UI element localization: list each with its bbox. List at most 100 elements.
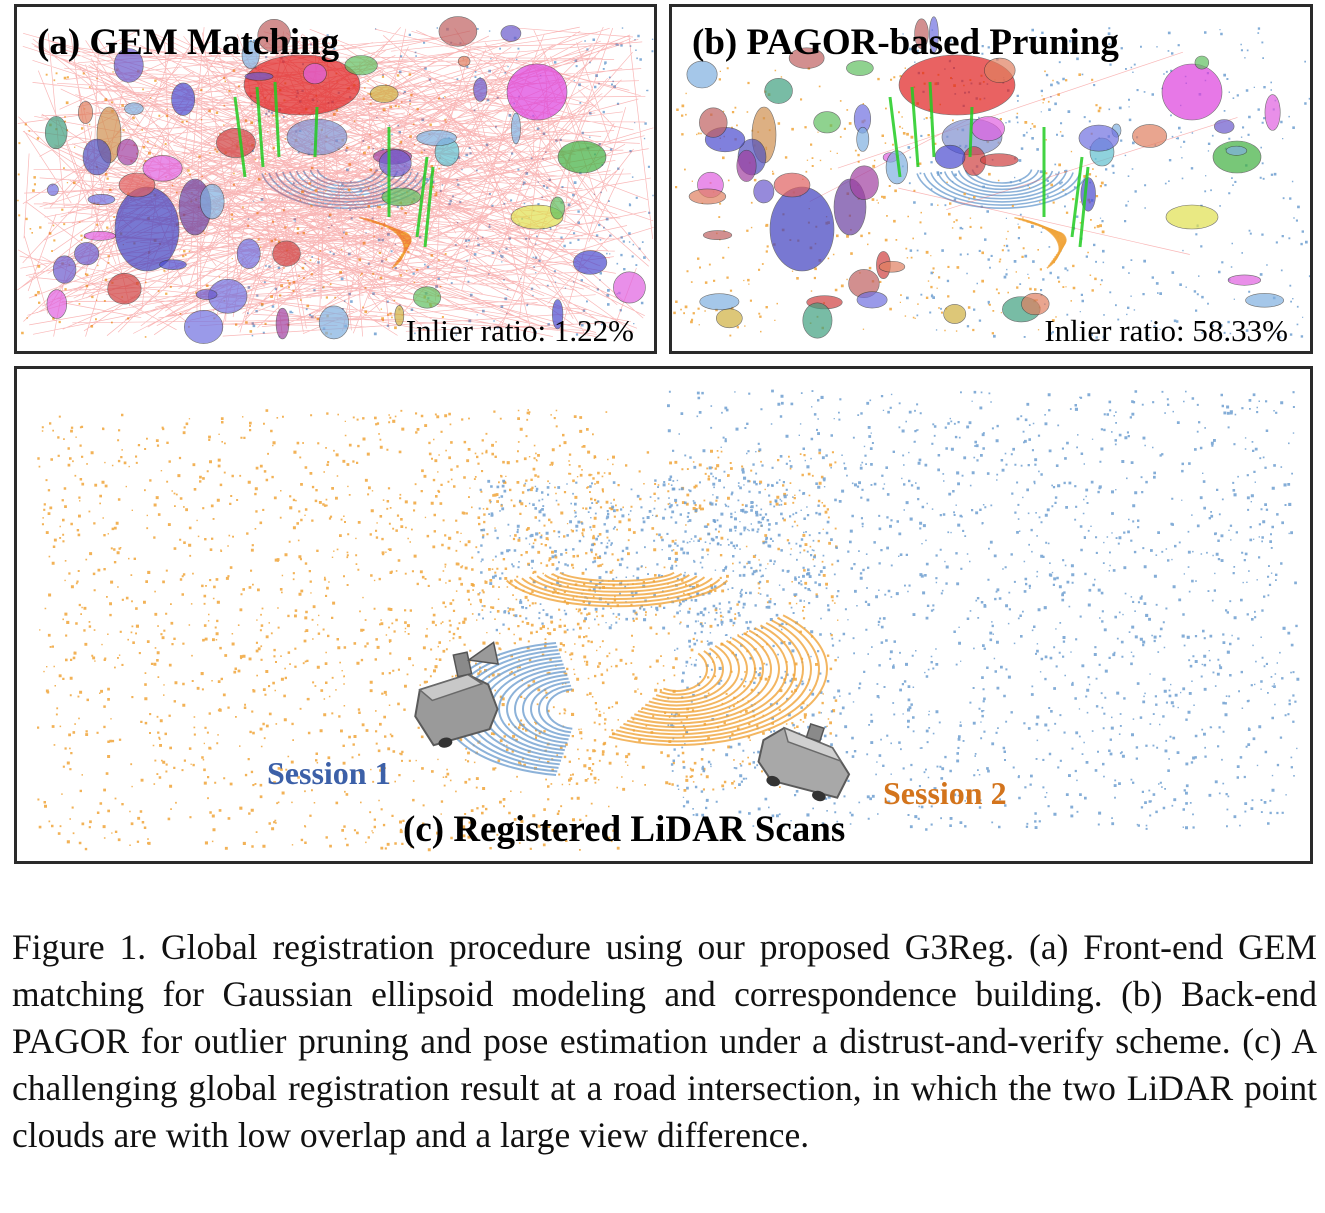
session-2-scan-rings [505, 571, 828, 746]
gaussian-ellipsoids [686, 16, 1285, 339]
gaussian-ellipsoid [557, 140, 607, 174]
panel-gem-matching: (a) GEM Matching Inlier ratio: 1.22% [14, 4, 657, 354]
gaussian-ellipsoid [1214, 119, 1235, 134]
gaussian-ellipsoid [699, 293, 740, 311]
gaussian-ellipsoid [82, 138, 112, 176]
session-1-label: Session 1 [267, 755, 391, 791]
gaussian-ellipsoid [802, 302, 833, 339]
scan-ring [275, 172, 419, 203]
gaussian-ellipsoid [83, 231, 116, 241]
session-1-point-cloud [477, 389, 1300, 831]
registered-lidar-visualization [37, 389, 1300, 852]
scan-ring [506, 670, 567, 748]
gaussian-ellipsoid [1078, 124, 1119, 152]
scan-ring [514, 674, 568, 744]
scan-ring [930, 172, 1074, 203]
scan-ring [964, 169, 1040, 187]
inlier-line [910, 86, 920, 168]
gaussian-ellipsoid [846, 60, 874, 76]
inlier-line [1078, 166, 1090, 248]
gaussian-ellipsoid [303, 63, 327, 85]
gaussian-ellipsoid [171, 82, 196, 116]
gaussian-ellipsoid [344, 55, 378, 76]
gaussian-ellipsoid [736, 149, 757, 182]
gaussian-ellipsoid [856, 291, 888, 309]
gaussian-ellipsoid [216, 127, 256, 158]
gaussian-ellipsoid [773, 172, 811, 198]
scan-ring [648, 642, 740, 707]
inlier-line [255, 86, 265, 168]
scan-ring [544, 574, 690, 590]
gaussian-ellipsoid [378, 149, 412, 177]
gaussian-ellipsoid [257, 19, 291, 53]
gaussian-ellipsoid [511, 112, 521, 145]
scan-ring [536, 575, 698, 593]
gaussian-ellipsoid [934, 144, 966, 169]
session-2-label: Session 2 [883, 775, 1007, 811]
inlier-line [313, 106, 319, 158]
inlier-correspondence-lines [233, 81, 435, 248]
gaussian-ellipsoid [413, 286, 442, 309]
gaussian-ellipsoid [1165, 204, 1219, 230]
scan-ring [634, 632, 772, 721]
scan-ring [546, 688, 573, 730]
gaussian-ellipsoid [943, 304, 967, 324]
scan-ring [608, 614, 828, 746]
scan-ring [302, 170, 392, 191]
gaussian-ellipsoid [394, 305, 405, 327]
gaussian-ellipsoid [236, 238, 261, 269]
gaussian-ellipsoid [416, 130, 457, 146]
scan-ring [1014, 216, 1061, 269]
scan-ring [521, 577, 713, 600]
gaussian-ellipsoid [244, 72, 274, 81]
gaussian-ellipsoid [318, 305, 349, 340]
gaussian-ellipsoid [438, 16, 478, 47]
scan-ring [528, 576, 706, 597]
gaussian-ellipsoid [113, 48, 144, 83]
session-1-point-cloud [902, 27, 1310, 339]
inlier-line [423, 166, 435, 248]
gaussian-ellipsoid [500, 25, 522, 42]
scan-ring [623, 624, 796, 732]
scan-ring [652, 644, 732, 703]
gaussian-ellipsoid [195, 289, 218, 300]
gaussian-ellipsoid [1161, 63, 1223, 121]
gaussian-ellipsoid [613, 271, 646, 304]
figure-caption: Figure 1. Global registration procedure … [12, 927, 1317, 1155]
gaussian-ellipsoid [114, 186, 180, 272]
scan-ring [261, 173, 433, 209]
point-cluster [37, 409, 620, 852]
inlier-line [273, 81, 281, 158]
scan-ring [916, 173, 1088, 209]
gaussian-ellipsoid [46, 289, 68, 319]
gaussian-ellipsoid [769, 186, 835, 272]
scan-ring [637, 634, 764, 718]
gaussian-ellipsoid [764, 78, 793, 104]
scan-ring [359, 216, 406, 269]
gaussian-ellipsoid [47, 183, 59, 196]
session-2-vehicle-icon [757, 723, 851, 802]
scan-ring [538, 684, 572, 734]
gaussian-ellipsoid [199, 183, 225, 220]
scan-ring [615, 619, 812, 739]
scan-ring [268, 172, 426, 206]
gaussian-ellipsoid [878, 260, 906, 273]
inlier-line [888, 96, 902, 178]
scan-ring [498, 666, 565, 752]
scan-ring [559, 571, 675, 582]
gaussian-ellipsoid [699, 107, 728, 138]
gaussian-ellipsoid [369, 84, 399, 103]
gaussian-ellipsoid [1132, 124, 1168, 148]
gaussian-ellipsoids [44, 16, 646, 344]
inlier-correspondence-lines [888, 81, 1090, 248]
scan-ring [309, 169, 385, 187]
gaussian-ellipsoid [473, 77, 488, 102]
scan-ring [505, 579, 729, 608]
gaussian-ellipsoid [159, 259, 187, 270]
gaussian-ellipsoid [753, 179, 775, 204]
gaussian-ellipsoid [688, 188, 727, 205]
scan-ring [513, 578, 721, 604]
inlier-line [928, 81, 936, 158]
scan-ring [655, 647, 724, 700]
gaussian-ellipsoid [243, 54, 361, 116]
